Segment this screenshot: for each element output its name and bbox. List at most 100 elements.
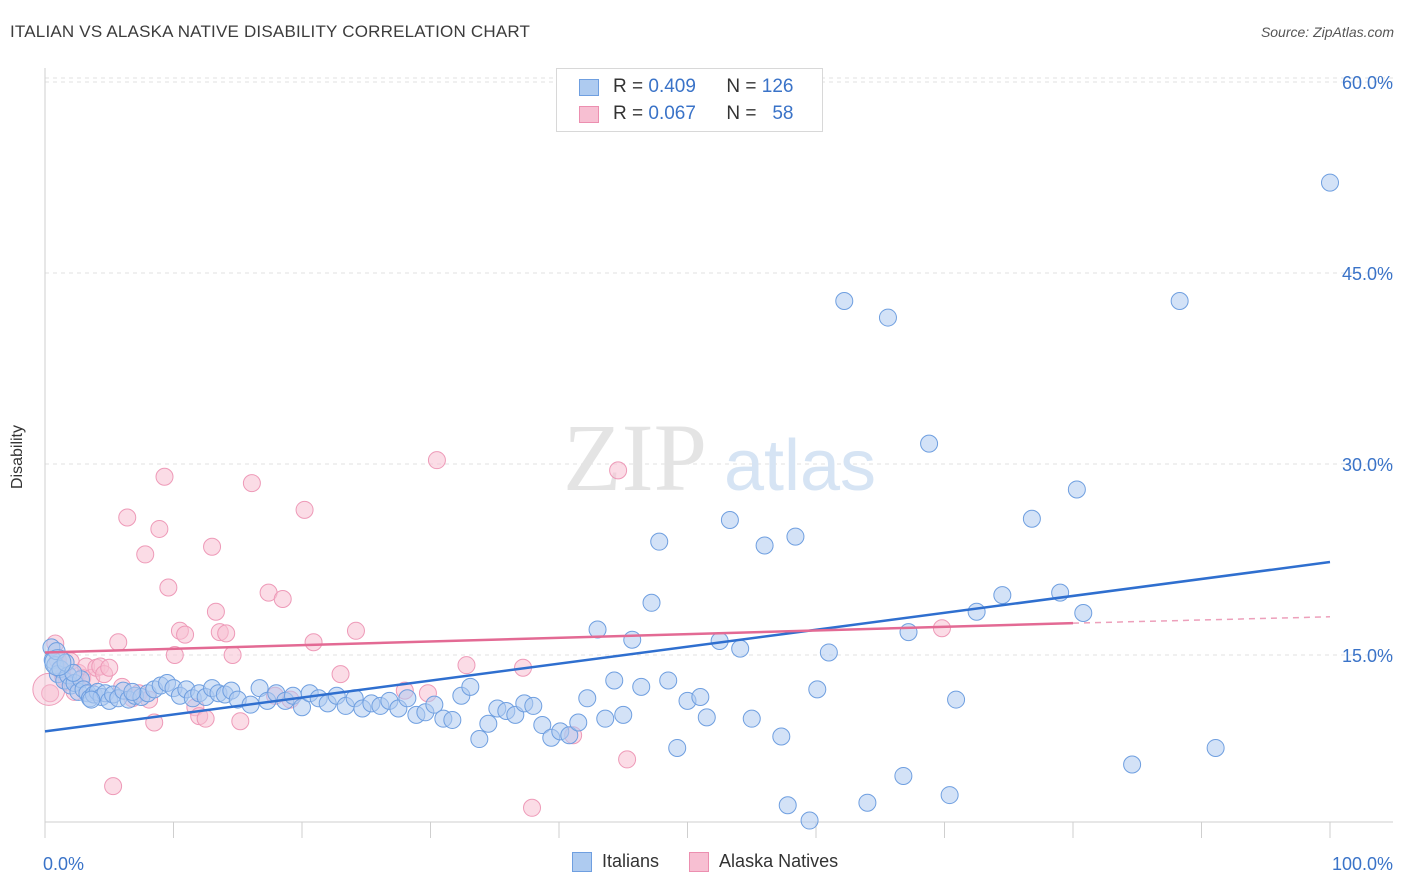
italians-r-label: R = bbox=[613, 76, 644, 97]
italian-point bbox=[668, 738, 687, 757]
italian-point bbox=[1067, 480, 1086, 499]
watermark-atlas: atlas bbox=[724, 426, 876, 506]
italian-point bbox=[659, 671, 678, 690]
italians-swatch bbox=[579, 78, 599, 96]
alaska-point bbox=[242, 474, 261, 493]
alaska-point bbox=[457, 656, 476, 675]
alaska-r-label: R = bbox=[613, 103, 644, 124]
chart-title: ITALIAN VS ALASKA NATIVE DISABILITY CORR… bbox=[10, 22, 531, 41]
italian-point bbox=[858, 793, 877, 812]
italian-point bbox=[967, 602, 986, 621]
alaska-point bbox=[136, 545, 155, 564]
italians-legend-swatch bbox=[572, 851, 592, 872]
italian-point bbox=[1074, 603, 1093, 622]
italian-point bbox=[569, 713, 588, 732]
italian-point bbox=[425, 695, 444, 714]
series-legend: Italians Alaska Natives bbox=[572, 851, 868, 872]
alaska-point bbox=[203, 537, 222, 556]
italian-point bbox=[731, 639, 750, 658]
alaska-point bbox=[304, 633, 323, 652]
italian-point bbox=[398, 689, 417, 708]
italian-point bbox=[642, 593, 661, 612]
alaska-point bbox=[427, 451, 446, 470]
italian-point bbox=[123, 682, 142, 701]
trend-lines bbox=[44, 560, 1331, 733]
watermark: ZIP atlas bbox=[563, 404, 876, 511]
italian-point bbox=[588, 620, 607, 639]
legend-item-alaska[interactable]: Alaska Natives bbox=[689, 851, 838, 872]
italian-points bbox=[42, 173, 1339, 830]
alaska-point bbox=[273, 589, 292, 608]
italian-point bbox=[443, 710, 462, 729]
y-tick-label-45: 45.0% bbox=[1342, 264, 1393, 284]
alaska-point bbox=[159, 578, 178, 597]
italian-point bbox=[1206, 738, 1225, 757]
italian-point bbox=[691, 688, 710, 707]
italian-point bbox=[1022, 509, 1041, 528]
italian-point bbox=[623, 630, 642, 649]
alaska-trend-line bbox=[44, 621, 1074, 654]
italian-point bbox=[742, 709, 761, 728]
italian-point bbox=[650, 532, 669, 551]
alaska-point bbox=[41, 684, 60, 703]
italian-point bbox=[947, 690, 966, 709]
alaska-points bbox=[32, 451, 951, 817]
y-tick-label-15: 15.0% bbox=[1342, 646, 1393, 666]
alaska-point bbox=[165, 646, 184, 664]
alaska-point bbox=[176, 625, 195, 644]
y-tick-label-30: 30.0% bbox=[1342, 455, 1393, 475]
italian-point bbox=[479, 714, 498, 733]
italian-point bbox=[1123, 755, 1142, 774]
italian-point bbox=[82, 690, 101, 709]
italian-point bbox=[819, 643, 838, 662]
alaska-point bbox=[109, 633, 128, 652]
x-tick-label-0: 0.0% bbox=[43, 854, 84, 874]
italian-point bbox=[878, 308, 897, 327]
italians-n-label: N = bbox=[726, 76, 757, 97]
grid-lines bbox=[45, 77, 1393, 656]
italian-point bbox=[632, 677, 651, 696]
alaska-point bbox=[523, 798, 542, 817]
alaska-trend-extension bbox=[1072, 616, 1331, 624]
legend-row-italians: R = 0.409 N = 126 bbox=[579, 74, 793, 100]
alaska-point bbox=[206, 602, 225, 621]
legend-row-alaska: R = 0.067 N = 58 bbox=[579, 101, 793, 127]
alaska-point bbox=[231, 712, 250, 731]
alaska-legend-label: Alaska Natives bbox=[719, 851, 839, 871]
alaska-point bbox=[118, 508, 137, 527]
italian-point bbox=[993, 586, 1012, 605]
alaska-point bbox=[217, 624, 236, 643]
alaska-n-value: 58 bbox=[772, 103, 794, 124]
italian-point bbox=[940, 786, 959, 805]
italian-point bbox=[772, 727, 791, 746]
alaska-swatch bbox=[579, 105, 599, 123]
alaska-legend-swatch bbox=[689, 851, 710, 872]
alaska-point bbox=[155, 467, 174, 486]
x-tick-label-100: 100.0% bbox=[1332, 854, 1393, 874]
alaska-point bbox=[104, 777, 123, 796]
alaska-r-value: 0.067 bbox=[648, 103, 696, 124]
source-label: Source: ZipAtlas.com bbox=[1260, 24, 1394, 40]
alaska-point bbox=[223, 646, 242, 664]
italian-point bbox=[899, 623, 918, 642]
alaska-point bbox=[609, 461, 628, 480]
alaska-point bbox=[618, 750, 637, 769]
italian-point bbox=[461, 677, 480, 696]
alaska-point bbox=[100, 658, 119, 677]
italian-point bbox=[533, 716, 552, 735]
italian-point bbox=[1170, 292, 1189, 311]
italian-point bbox=[808, 680, 827, 699]
italian-point bbox=[596, 709, 615, 728]
legend-item-italians[interactable]: Italians bbox=[572, 851, 659, 872]
italian-point bbox=[578, 689, 597, 708]
italian-point bbox=[470, 730, 489, 749]
alaska-point bbox=[346, 621, 365, 640]
alaska-point bbox=[196, 709, 215, 728]
italian-point bbox=[894, 766, 913, 785]
correlation-legend: R = 0.409 N = 126 R = 0.067 N = 58 bbox=[556, 68, 823, 132]
italian-point bbox=[720, 511, 739, 530]
italian-point bbox=[44, 649, 72, 677]
tick-labels: 15.0% 30.0% 45.0% 60.0% 0.0% 100.0% bbox=[43, 73, 1393, 874]
italian-point bbox=[755, 536, 774, 555]
italian-point bbox=[614, 705, 633, 724]
